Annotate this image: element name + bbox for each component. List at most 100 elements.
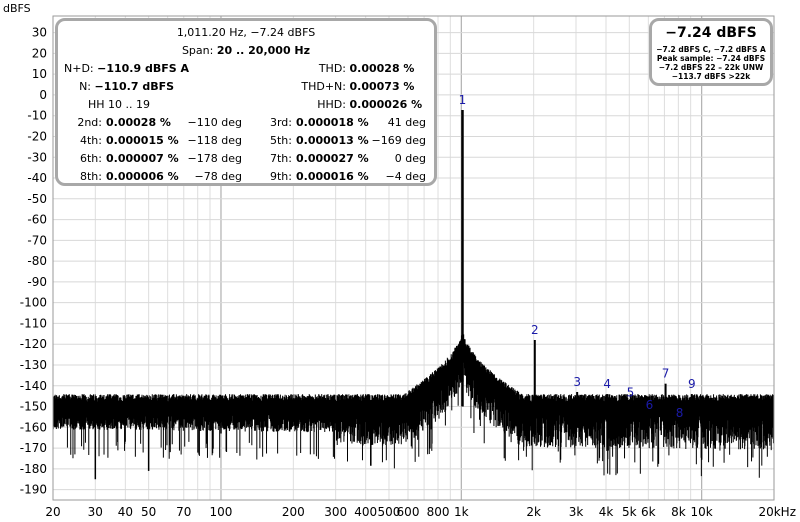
harmonic-value: 0.000027 % bbox=[296, 152, 369, 165]
y-tick-label: -150 bbox=[20, 400, 47, 414]
y-axis-ticks: 30 20 10 0 -10 -20 -30 -40 -50 -60 -70 -80 -90 -100 -1… bbox=[20, 26, 47, 497]
harmonic-label: 7th: bbox=[270, 152, 292, 165]
x-tick-label: 1k bbox=[454, 505, 469, 519]
harmonic-phase: −110 deg bbox=[187, 116, 242, 129]
hh-range: HH 10 .. 19 bbox=[88, 98, 151, 111]
nd-line: N+D: −110.9 dBFS A bbox=[64, 63, 189, 75]
harmonic-value: 0.000006 % bbox=[106, 170, 179, 183]
y-tick-label: -140 bbox=[20, 379, 47, 393]
thd-value: 0.00028 % bbox=[349, 62, 415, 75]
x-tick-label: 5k bbox=[622, 505, 637, 519]
thdn-value: 0.00073 % bbox=[349, 80, 415, 93]
harmonic-row: 8th: 0.000006 % −78 deg 9th: 0.000016 % … bbox=[58, 171, 434, 185]
peak-sample: Peak sample: −7.24 dBFS bbox=[656, 54, 766, 63]
harmonic-label: 3rd: bbox=[269, 116, 292, 129]
hhd-label: HHD: bbox=[317, 98, 346, 111]
info-title: 1,011.20 Hz, −7.24 dBFS bbox=[176, 26, 316, 39]
x-tick-label: 50 bbox=[141, 505, 156, 519]
y-tick-label: -10 bbox=[27, 109, 47, 123]
harmonic-marker-label: 6 bbox=[646, 398, 654, 412]
harmonic-marker-label: 7 bbox=[662, 367, 670, 381]
span-value: 20 .. 20,000 Hz bbox=[216, 44, 311, 57]
nd-label: N+D: bbox=[64, 62, 94, 75]
y-tick-label: -100 bbox=[20, 296, 47, 310]
x-tick-label: 2k bbox=[526, 505, 541, 519]
harmonic-phase: −118 deg bbox=[187, 134, 242, 147]
harmonic-marker-label: 2 bbox=[531, 323, 539, 337]
y-tick-label: -40 bbox=[27, 171, 47, 185]
harmonic-marker-label: 8 bbox=[676, 406, 684, 420]
thd-label: THD: bbox=[318, 62, 346, 75]
x-tick-label: 20 bbox=[45, 505, 60, 519]
harmonic-label: 5th: bbox=[270, 134, 292, 147]
x-tick-label: 800 bbox=[427, 505, 450, 519]
harmonic-label: 6th: bbox=[80, 152, 102, 165]
hhd-line: HHD: 0.000026 % bbox=[266, 99, 422, 111]
thdn-line: THD+N: 0.00073 % bbox=[266, 81, 414, 93]
harmonic-marker-label: 4 bbox=[603, 377, 611, 391]
harmonic-row: 4th: 0.000015 % −118 deg 5th: 0.000013 %… bbox=[58, 135, 434, 149]
harmonic-phase: 41 deg bbox=[387, 116, 426, 129]
y-tick-label: 0 bbox=[39, 88, 47, 102]
n-line: N: −110.7 dBFS bbox=[64, 81, 174, 93]
x-tick-label: 3k bbox=[569, 505, 584, 519]
harmonic-label: 4th: bbox=[80, 134, 102, 147]
x-tick-label: 100 bbox=[210, 505, 233, 519]
y-tick-label: -180 bbox=[20, 462, 47, 476]
n-value: −110.7 dBFS bbox=[94, 80, 175, 93]
ultrasonic-level: −113.7 dBFS >22k bbox=[671, 72, 751, 81]
x-tick-label: 6k bbox=[641, 505, 656, 519]
span-line: Span: 20 .. 20,000 Hz bbox=[58, 45, 434, 57]
x-tick-label: 200 bbox=[282, 505, 305, 519]
x-tick-label: 40 bbox=[118, 505, 133, 519]
y-tick-label: -110 bbox=[20, 316, 47, 330]
harmonic-marker-label: 1 bbox=[459, 93, 467, 107]
measurement-info-panel: 1,011.20 Hz, −7.24 dBFS Span: 20 .. 20,0… bbox=[55, 18, 437, 186]
x-tick-label: 4k bbox=[599, 505, 614, 519]
y-tick-label: -190 bbox=[20, 483, 47, 497]
span-label: Span: bbox=[181, 44, 214, 57]
level-meter-panel: −7.24 dBFS −7.2 dBFS C, −7.2 dBFS A Peak… bbox=[649, 18, 773, 86]
y-tick-label: -70 bbox=[27, 233, 47, 247]
thdn-label: THD+N: bbox=[301, 80, 346, 93]
harmonic-phase: −178 deg bbox=[187, 152, 242, 165]
thd-line: THD: 0.00028 % bbox=[266, 62, 415, 75]
harmonic-row: 2nd: 0.00028 % −110 deg 3rd: 0.000018 % … bbox=[58, 117, 434, 131]
harmonic-label: 2nd: bbox=[77, 116, 102, 129]
level-weighting: −7.2 dBFS C, −7.2 dBFS A bbox=[656, 45, 766, 54]
n-label: N: bbox=[79, 80, 91, 93]
unweighted-level: −7.2 dBFS 22 – 22k UNW bbox=[658, 63, 764, 72]
harmonic-phase: −169 deg bbox=[371, 134, 426, 147]
y-tick-label: -60 bbox=[27, 213, 47, 227]
harmonic-phase: −78 deg bbox=[194, 170, 242, 183]
y-tick-label: -170 bbox=[20, 441, 47, 455]
y-tick-label: -90 bbox=[27, 275, 47, 289]
nd-value: −110.9 dBFS A bbox=[97, 62, 190, 75]
harmonic-value: 0.000016 % bbox=[296, 170, 369, 183]
x-tick-label: 10k bbox=[691, 505, 713, 519]
x-tick-label: 300 bbox=[324, 505, 347, 519]
y-tick-label: 10 bbox=[32, 67, 47, 81]
spectrum-trace bbox=[52, 109, 775, 480]
y-tick-label: -20 bbox=[27, 129, 47, 143]
harmonic-phase: 0 deg bbox=[394, 152, 426, 165]
harmonic-marker-label: 3 bbox=[573, 375, 581, 389]
y-tick-label: -30 bbox=[27, 150, 47, 164]
x-tick-label: 70 bbox=[176, 505, 191, 519]
level-readout: −7.24 dBFS bbox=[665, 25, 757, 41]
harmonic-value: 0.000015 % bbox=[106, 134, 179, 147]
y-tick-label: -80 bbox=[27, 254, 47, 268]
y-tick-label: -130 bbox=[20, 358, 47, 372]
y-tick-label: 30 bbox=[32, 26, 47, 40]
x-tick-label: 500 bbox=[378, 505, 401, 519]
harmonic-markers: 1 2 3 4 56 7 8 9 bbox=[459, 93, 696, 420]
y-axis-label: dBFS bbox=[3, 2, 31, 15]
x-tick-label: 8k bbox=[671, 505, 686, 519]
harmonic-marker-label: 5 bbox=[627, 385, 635, 399]
harmonic-label: 9th: bbox=[270, 170, 292, 183]
x-tick-label: 400 bbox=[354, 505, 377, 519]
y-tick-label: 20 bbox=[32, 46, 47, 60]
harmonic-marker-label: 9 bbox=[688, 377, 696, 391]
